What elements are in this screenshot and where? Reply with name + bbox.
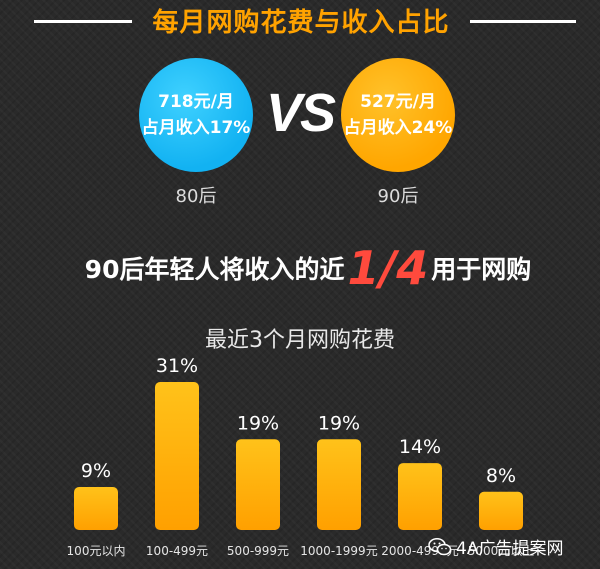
post90-income-ratio: 占月收入24% (343, 118, 453, 138)
headline: 90后年轻人将收入的近 1/4 用于网购 (78, 240, 538, 296)
post80-spending-circle: 718元/月 占月收入17% (139, 58, 253, 172)
value-label-0: 9% (81, 460, 111, 482)
category-label-2: 500-999元 (227, 544, 289, 558)
post90-amount: 527元/月 (360, 92, 436, 112)
headline-suffix: 用于网购 (431, 255, 532, 284)
wechat-icon (428, 537, 452, 555)
value-label-5: 8% (486, 465, 516, 487)
vs-label: VS (265, 83, 336, 143)
bar-0 (74, 487, 118, 530)
category-label-5: 5000元以上 (468, 544, 535, 558)
value-label-1: 31% (156, 355, 198, 377)
headline-prefix: 90后年轻人将收入的近 (84, 255, 345, 284)
post90-label: 90后 (377, 186, 419, 207)
post80-label: 80后 (175, 186, 217, 207)
value-label-4: 14% (399, 436, 441, 458)
bar-5 (479, 491, 523, 530)
category-label-1: 100-499元 (146, 544, 208, 558)
header: 每月网购花费与收入占比 (0, 0, 600, 44)
category-label-3: 1000-1999元 (300, 544, 377, 558)
post80-income-ratio: 占月收入17% (141, 118, 251, 138)
post90-spending-circle: 527元/月 占月收入24% (341, 58, 455, 172)
title-divider-right (470, 20, 576, 23)
watermark-text: 4A广告提案网 (456, 539, 564, 559)
post80-amount: 718元/月 (158, 92, 234, 112)
value-label-3: 19% (318, 412, 360, 434)
chart-title: 最近3个月网购花费 (205, 328, 395, 353)
bar-2 (236, 439, 280, 530)
category-label-0: 100元以内 (67, 544, 126, 558)
page-title: 每月网购花费与收入占比 (152, 8, 450, 38)
bar-4 (398, 463, 442, 530)
bar-3 (317, 439, 361, 530)
watermark: 4A广告提案网 (428, 534, 563, 559)
bar-1 (155, 382, 199, 530)
headline-highlight: 1/4 (347, 241, 429, 295)
title-divider-left (34, 20, 132, 23)
value-label-2: 19% (237, 412, 279, 434)
